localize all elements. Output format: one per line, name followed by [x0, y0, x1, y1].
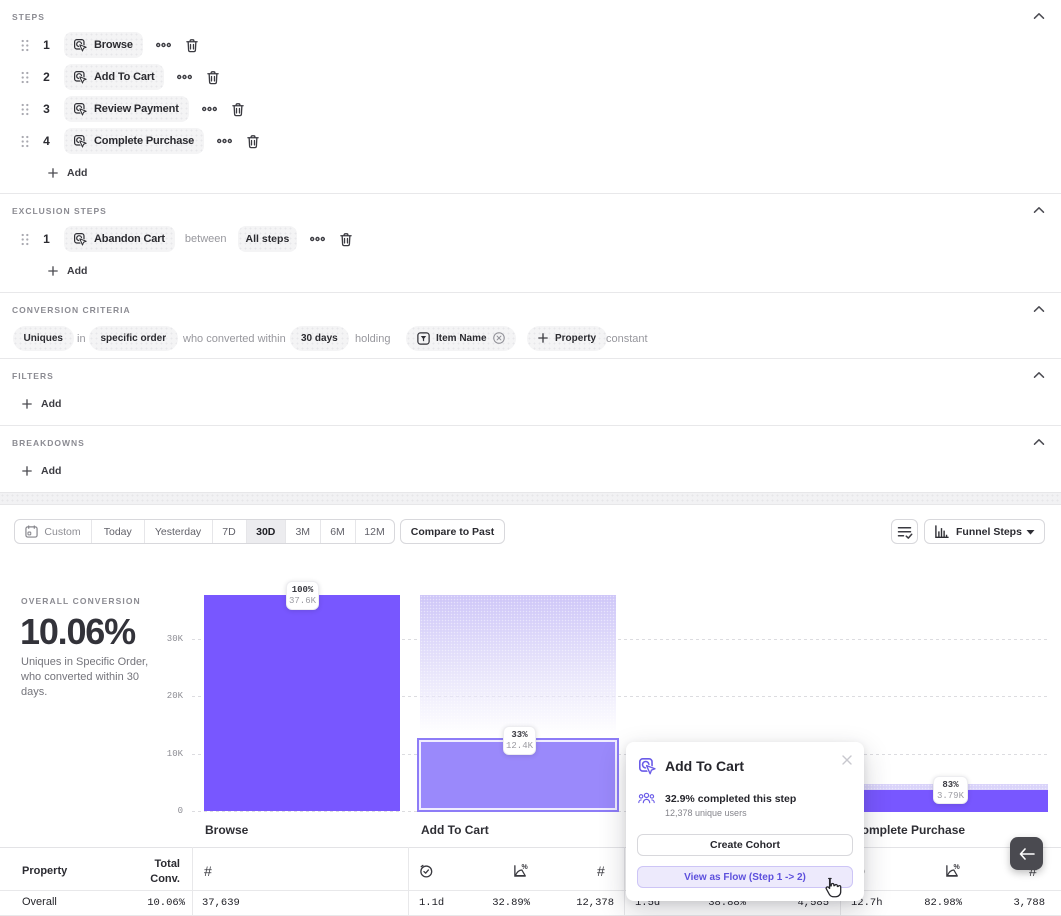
svg-text:%: %: [953, 864, 960, 871]
svg-text:%: %: [521, 864, 528, 871]
